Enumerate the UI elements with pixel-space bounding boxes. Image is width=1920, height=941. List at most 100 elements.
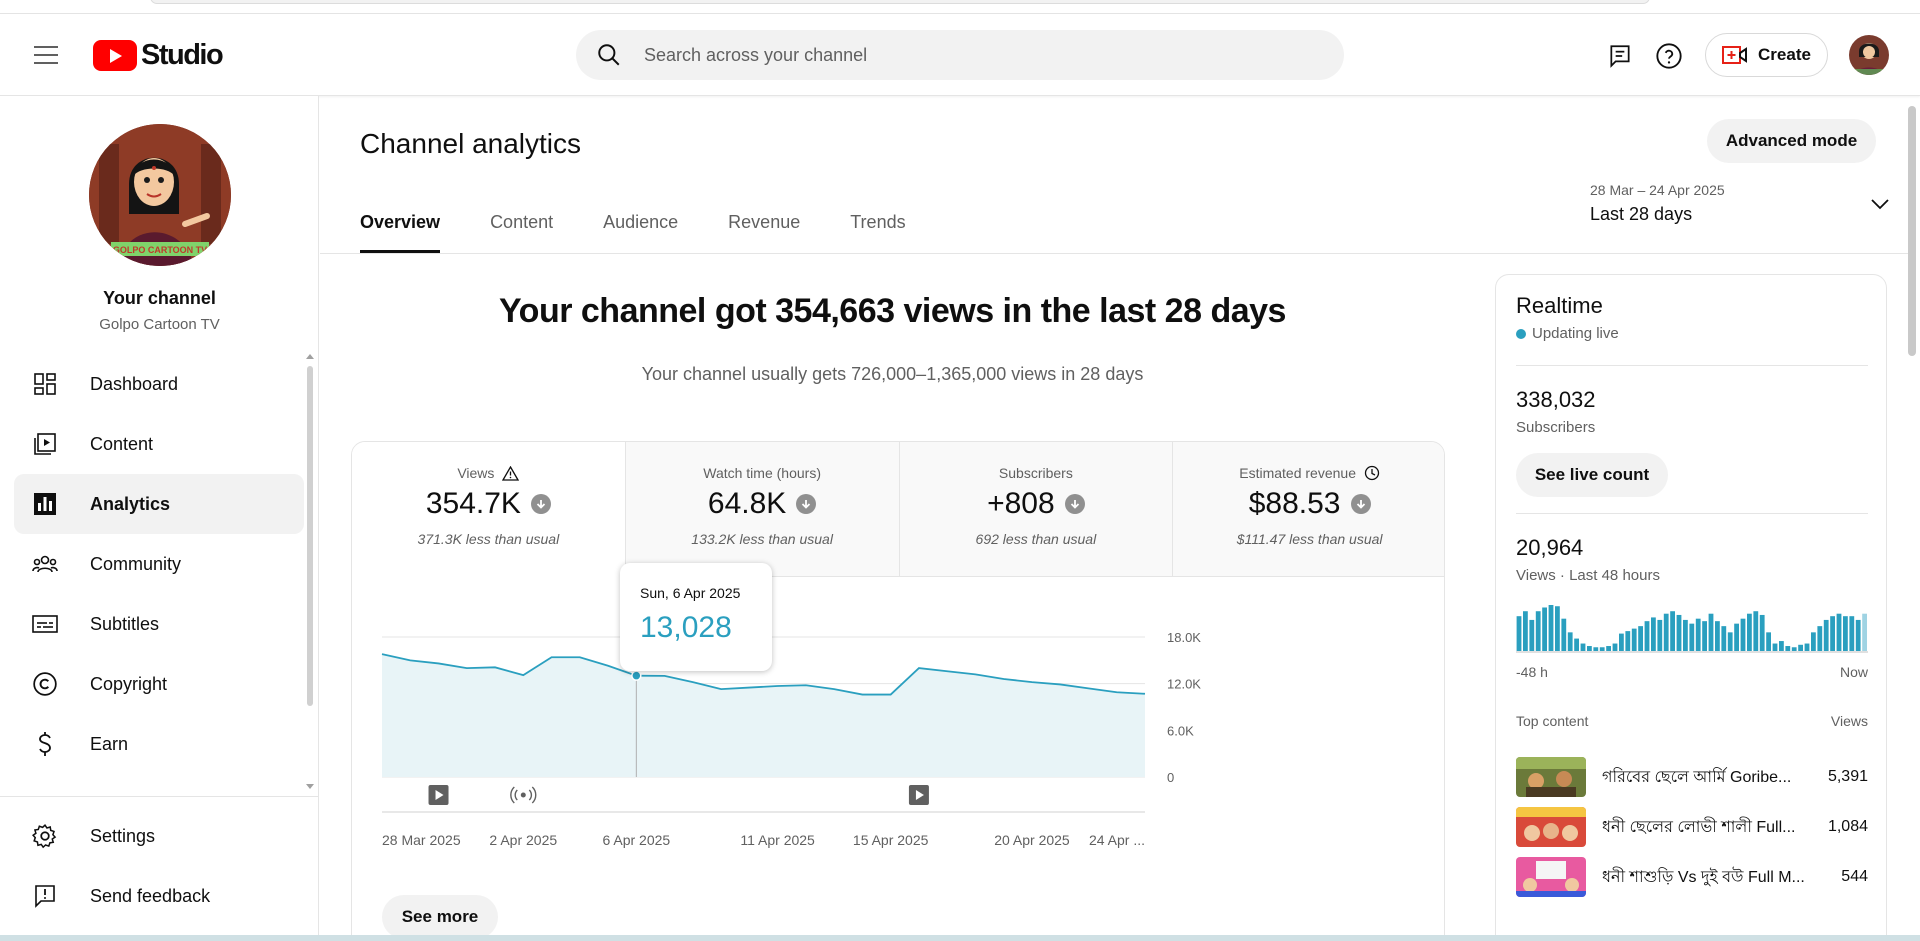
realtime-bar[interactable]	[1715, 621, 1720, 651]
realtime-bar[interactable]	[1734, 623, 1739, 651]
top-content-row[interactable]: গরিবের ছেলে আর্মি Goribe... 5,391	[1516, 757, 1868, 797]
realtime-bar[interactable]	[1695, 618, 1701, 651]
realtime-bar[interactable]	[1849, 616, 1855, 651]
account-avatar[interactable]	[1849, 35, 1889, 75]
realtime-bar[interactable]	[1772, 643, 1778, 651]
live-icon	[520, 792, 526, 798]
sidebar-item-feedback[interactable]: Send feedback	[14, 866, 304, 926]
realtime-bar[interactable]	[1721, 626, 1727, 651]
realtime-bar[interactable]	[1542, 607, 1547, 651]
top-content-row[interactable]: ধনী ছেলের লোভী শালী Full... 1,084	[1516, 807, 1868, 847]
y-tick-label: 18.0K	[1167, 630, 1201, 645]
realtime-card: Realtime Updating live 338,032 Subscribe…	[1495, 274, 1887, 941]
page-scrollbar[interactable]	[1908, 106, 1916, 356]
realtime-bar[interactable]	[1798, 644, 1803, 651]
date-range-picker[interactable]: 28 Mar – 24 Apr 2025 Last 28 days	[1590, 182, 1900, 232]
chart-tooltip: Sun, 6 Apr 2025 13,028	[620, 563, 772, 671]
realtime-bar[interactable]	[1567, 632, 1573, 651]
tab-content[interactable]: Content	[490, 212, 554, 232]
realtime-bar[interactable]	[1606, 646, 1611, 651]
realtime-bar[interactable]	[1670, 611, 1675, 651]
realtime-bar[interactable]	[1599, 647, 1605, 651]
realtime-bar[interactable]	[1638, 626, 1643, 651]
realtime-bar[interactable]	[1625, 631, 1631, 651]
realtime-bar[interactable]	[1612, 643, 1618, 651]
realtime-bar[interactable]	[1689, 623, 1695, 651]
see-live-count-button[interactable]: See live count	[1516, 453, 1668, 497]
metric-subscribers[interactable]: Subscribers +808 692 less than usual	[899, 442, 1174, 577]
sidebar-item-subtitles[interactable]: Subtitles	[14, 594, 304, 654]
realtime-bar[interactable]	[1702, 621, 1707, 651]
realtime-bar[interactable]	[1555, 606, 1560, 651]
create-button[interactable]: Create	[1705, 33, 1828, 77]
realtime-bar[interactable]	[1779, 641, 1784, 651]
realtime-bar[interactable]	[1657, 619, 1663, 651]
realtime-bar[interactable]	[1747, 613, 1752, 651]
realtime-bar[interactable]	[1753, 611, 1759, 651]
realtime-bar[interactable]	[1830, 616, 1835, 651]
sidebar-item-earn[interactable]: Earn	[14, 714, 304, 774]
realtime-views-bars[interactable]	[1516, 605, 1868, 655]
realtime-bar[interactable]	[1587, 646, 1592, 651]
realtime-bar[interactable]	[1580, 643, 1586, 651]
realtime-bar[interactable]	[1651, 617, 1656, 651]
sidebar-item-copyright[interactable]: Copyright	[14, 654, 304, 714]
metric-watch-time[interactable]: Watch time (hours) 64.8K 133.2K less tha…	[625, 442, 900, 577]
realtime-bar[interactable]	[1631, 628, 1637, 651]
sidebar-item-settings[interactable]: Settings	[14, 806, 304, 866]
realtime-bar[interactable]	[1663, 613, 1669, 651]
studio-logo[interactable]: Studio	[93, 39, 224, 72]
top-content-row[interactable]: ধনী শাশুড়ি Vs দুই বউ Full M... 544	[1516, 857, 1868, 897]
metric-revenue[interactable]: Estimated revenue $88.53 $111.47 less th…	[1173, 442, 1444, 577]
realtime-bar[interactable]	[1766, 632, 1771, 651]
realtime-bar[interactable]	[1804, 643, 1810, 651]
channel-avatar[interactable]: GOLPO CARTOON TV	[89, 124, 231, 266]
tab-overview[interactable]: Overview	[360, 200, 441, 253]
messages-icon[interactable]	[1606, 42, 1634, 70]
realtime-bar[interactable]	[1855, 619, 1861, 651]
realtime-bar[interactable]	[1683, 619, 1688, 651]
see-more-button[interactable]: See more	[382, 895, 498, 939]
realtime-bar[interactable]	[1823, 619, 1829, 651]
realtime-bar[interactable]	[1535, 611, 1541, 651]
realtime-bar[interactable]	[1548, 605, 1554, 651]
help-icon[interactable]	[1655, 42, 1683, 70]
tab-revenue[interactable]: Revenue	[728, 212, 801, 232]
realtime-bar[interactable]	[1676, 614, 1682, 651]
sidebar-item-community[interactable]: Community	[14, 534, 304, 594]
realtime-bar[interactable]	[1843, 616, 1848, 651]
realtime-bar[interactable]	[1811, 632, 1816, 651]
realtime-bar[interactable]	[1516, 616, 1522, 651]
tab-audience[interactable]: Audience	[603, 212, 679, 232]
realtime-bar[interactable]	[1836, 613, 1842, 651]
video-title: গরিবের ছেলে আর্মি Goribe...	[1602, 768, 1792, 786]
realtime-bar[interactable]	[1593, 647, 1599, 651]
realtime-bar[interactable]	[1619, 633, 1624, 651]
realtime-bar[interactable]	[1574, 638, 1579, 651]
views-subline: Your channel usually gets 726,000–1,365,…	[641, 364, 1144, 384]
sidebar-item-content[interactable]: Content	[14, 414, 304, 474]
search-bar[interactable]	[576, 30, 1344, 80]
realtime-bar[interactable]	[1785, 646, 1791, 651]
realtime-bar[interactable]	[1727, 632, 1733, 651]
top-content-header: Top content Views	[1516, 713, 1868, 729]
metric-views[interactable]: Views 354.7K 371.3K less than usual	[352, 442, 626, 577]
realtime-bar[interactable]	[1862, 613, 1867, 651]
advanced-mode-button[interactable]: Advanced mode	[1707, 119, 1876, 163]
views-chart[interactable]: 0 6.0K 12.0K 18.0K 28 Mar 2025 2 Apr 2025 6 Ap…	[352, 577, 1445, 877]
search-input[interactable]	[644, 44, 1244, 66]
realtime-bar[interactable]	[1791, 647, 1797, 651]
menu-icon[interactable]	[34, 46, 58, 64]
tab-trends[interactable]: Trends	[850, 212, 906, 232]
realtime-bar[interactable]	[1759, 614, 1765, 651]
realtime-bar[interactable]	[1708, 613, 1714, 651]
sidebar-scrollbar[interactable]	[306, 354, 314, 789]
realtime-bar[interactable]	[1529, 619, 1535, 651]
sidebar-item-analytics[interactable]: Analytics	[14, 474, 304, 534]
realtime-bar[interactable]	[1561, 618, 1567, 651]
realtime-bar[interactable]	[1817, 626, 1823, 651]
sidebar-item-dashboard[interactable]: Dashboard	[14, 354, 304, 414]
realtime-bar[interactable]	[1740, 618, 1746, 651]
realtime-bar[interactable]	[1523, 611, 1528, 651]
realtime-bar[interactable]	[1644, 621, 1650, 651]
